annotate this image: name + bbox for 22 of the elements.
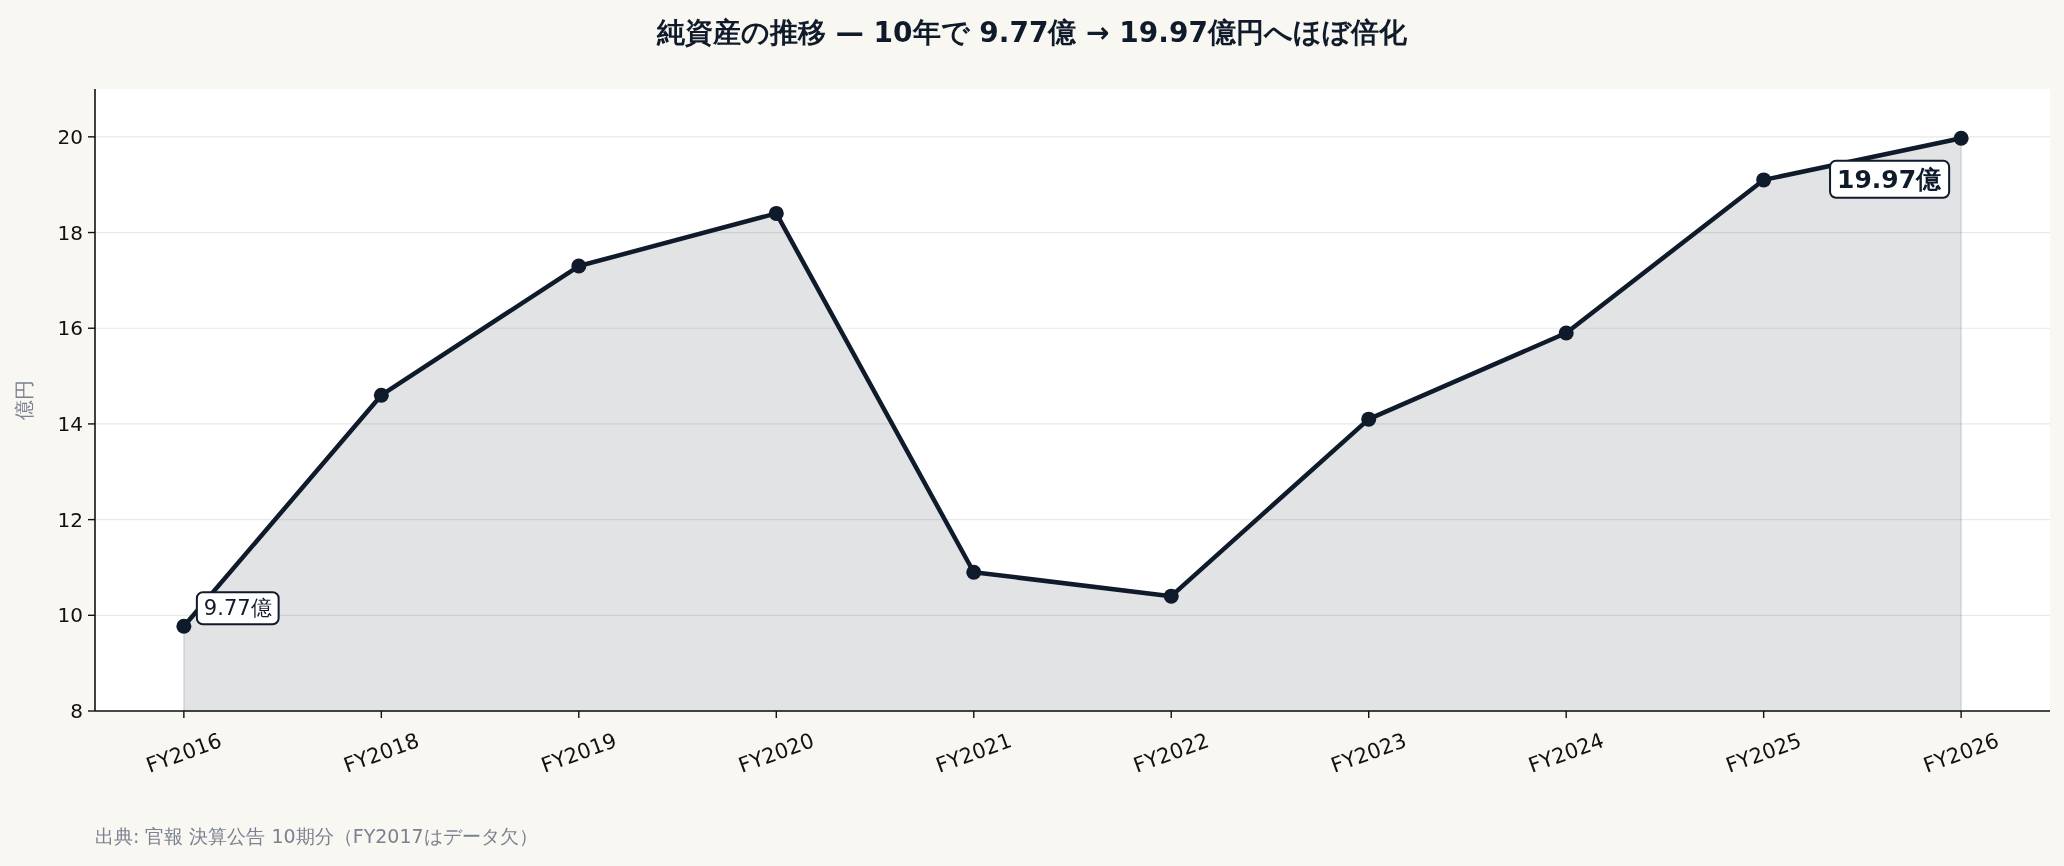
- y-tick-label: 20: [57, 124, 83, 149]
- chart-title: 純資産の推移 — 10年で 9.77億 → 19.97億円へほぼ倍化: [656, 15, 1408, 49]
- point: [1953, 130, 1969, 146]
- y-tick-label: 16: [57, 316, 83, 341]
- point: [966, 564, 982, 580]
- y-tick-label: 14: [57, 411, 83, 436]
- point: [1361, 411, 1377, 427]
- point: [176, 618, 192, 634]
- y-tick-label: 18: [57, 220, 83, 245]
- y-axis-title: 億円: [12, 380, 36, 420]
- y-tick-label: 12: [57, 507, 83, 532]
- point: [373, 387, 389, 403]
- point: [571, 258, 587, 274]
- point: [1163, 588, 1179, 604]
- point: [1558, 325, 1574, 341]
- annotation: 9.77億: [203, 596, 272, 621]
- y-tick-label: 8: [70, 699, 83, 723]
- source-note: 出典: 官報 決算公告 10期分（FY2017はデータ欠）: [95, 825, 538, 847]
- point: [1756, 172, 1772, 188]
- annotation: 19.97億: [1837, 164, 1943, 194]
- y-tick-label: 10: [57, 603, 83, 628]
- point: [768, 205, 784, 221]
